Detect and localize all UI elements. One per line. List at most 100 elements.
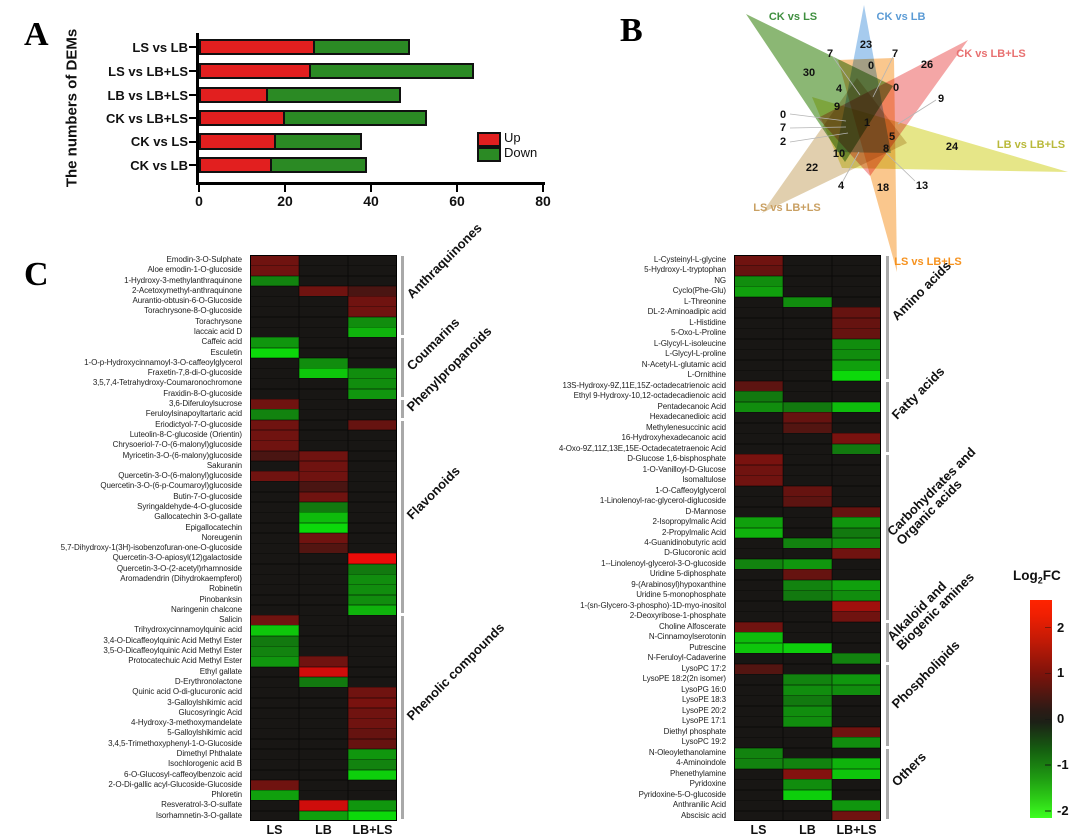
heatmap-cell xyxy=(299,337,348,349)
heatmap-row-label: 16-Hydroxyhexadecanoic acid xyxy=(621,433,727,443)
heatmap-cell xyxy=(299,275,348,287)
heatmap-cell xyxy=(832,422,881,434)
heatmap-cell xyxy=(832,433,881,445)
heatmap-cell xyxy=(734,663,783,675)
heatmap-cell xyxy=(299,296,348,307)
heatmap-row-label: Naringenin chalcone xyxy=(170,604,242,614)
heatmap-cell xyxy=(250,409,299,421)
heatmap-cell xyxy=(734,338,783,350)
heatmap-cell xyxy=(783,747,832,759)
heatmap-cell xyxy=(299,532,348,544)
heatmap-cell xyxy=(832,726,881,738)
heatmap-cell xyxy=(734,569,783,581)
bar-down-segment xyxy=(270,156,367,174)
heatmap-row-label: 2-Propylmalic Acid xyxy=(661,527,726,537)
heatmap-cell xyxy=(348,285,397,297)
heatmap-cell xyxy=(832,517,881,528)
heatmap-cell xyxy=(348,255,397,266)
venn-count: 0 xyxy=(780,109,786,121)
heatmap-cell xyxy=(348,594,397,606)
heatmap-cell xyxy=(250,471,299,482)
heatmap-cell xyxy=(734,548,783,560)
heatmap-cell xyxy=(348,615,397,626)
heatmap-cell xyxy=(299,697,348,709)
heatmap-cell xyxy=(734,621,783,633)
heatmap-cell xyxy=(299,604,348,616)
heatmap-cell xyxy=(832,317,881,329)
heatmap-cell xyxy=(348,625,397,637)
heatmap-row-label: LysoPC 19:2 xyxy=(681,737,727,747)
heatmap-row-label: DL-2-Aminoadipic acid xyxy=(647,307,726,317)
venn-count-connector xyxy=(885,152,916,182)
heatmap-cell xyxy=(348,656,397,668)
bar-x-tick-label: 60 xyxy=(449,193,465,209)
heatmap-cell xyxy=(348,646,397,657)
heatmap-cell xyxy=(348,440,397,452)
bar-x-tick-label: 40 xyxy=(363,193,379,209)
heatmap-row-label: Quinic acid O-di-glucuronic acid xyxy=(132,687,242,697)
heatmap-row-label: Chrysoeriol-7-O-(6-malonyl)glucoside xyxy=(112,440,242,450)
heatmap-row-label: D-Erythronolactone xyxy=(174,676,242,686)
heatmap-row-label: 3,4,5-Trimethoxyphenyl-1-O-Glucoside xyxy=(108,738,242,748)
heatmap-cell xyxy=(783,621,832,633)
heatmap-cell xyxy=(348,522,397,534)
venn-count: 7 xyxy=(780,122,786,134)
heatmap-cell xyxy=(832,632,881,644)
heatmap-cell xyxy=(348,316,397,328)
heatmap-cell xyxy=(832,642,881,654)
heatmap-cell xyxy=(832,747,881,759)
heatmap-cell xyxy=(832,296,881,308)
bar-up-segment xyxy=(199,156,273,174)
heatmap-cell xyxy=(734,255,783,266)
heatmap-cell xyxy=(734,768,783,780)
heatmap-column-label: LB xyxy=(315,823,332,837)
venn-count: 26 xyxy=(921,59,933,71)
heatmap-cell xyxy=(299,399,348,410)
heatmap-row-label: 1-O-Vanilloyl-D-Glucose xyxy=(642,464,726,474)
heatmap-row-label: laccaic acid D xyxy=(194,327,242,337)
heatmap-row-label: Emodin-3-O-Sulphate xyxy=(166,255,243,264)
bar-up-segment xyxy=(199,86,268,104)
bar-category-label: LS vs LB+LS xyxy=(108,63,188,79)
heatmap-cell xyxy=(832,349,881,361)
heatmap-row-label: 2-O-Di-gallic acyl-Glucoside-Glucoside xyxy=(108,779,242,789)
venn-count-connector xyxy=(789,113,847,122)
bar-x-tick xyxy=(456,184,458,192)
heatmap-cell xyxy=(348,635,397,647)
heatmap-cell xyxy=(250,378,299,390)
heatmap-cell xyxy=(299,327,348,338)
heatmap-cell xyxy=(348,388,397,400)
heatmap-cell xyxy=(299,738,348,750)
heatmap-cell xyxy=(299,635,348,647)
heatmap-row-label: 3,5,7,4-Tetrahydroxy-Coumaronochromone xyxy=(92,378,242,388)
heatmap-row-label: D-Glucoronic acid xyxy=(664,548,726,558)
heatmap-cell xyxy=(250,388,299,400)
heatmap-row-label: 2-Acetoxymethyl-anthraquinone xyxy=(131,285,242,295)
heatmap-cell xyxy=(348,810,397,822)
heatmap-cell xyxy=(783,737,832,749)
heatmap-cell xyxy=(783,695,832,707)
heatmap-cell xyxy=(734,810,783,822)
heatmap-row-label: Salicin xyxy=(219,615,242,625)
heatmap-cell xyxy=(734,789,783,801)
heatmap-cell xyxy=(783,800,832,811)
heatmap-category-bracket xyxy=(886,256,889,379)
heatmap-cell xyxy=(348,666,397,678)
heatmap-cell xyxy=(250,553,299,565)
heatmap-cell xyxy=(783,642,832,654)
heatmap-cell xyxy=(832,401,881,413)
heatmap-cell xyxy=(734,779,783,791)
bar-x-axis xyxy=(196,182,545,185)
heatmap-cell xyxy=(734,705,783,717)
heatmap-cell xyxy=(299,615,348,626)
bar-down-segment xyxy=(308,62,475,80)
bar-up-segment xyxy=(199,133,277,150)
heatmap-cell xyxy=(250,440,299,452)
heatmap-cell xyxy=(299,501,348,513)
heatmap-row-label: Feruloylsinapoyltartaric acid xyxy=(145,409,242,419)
heatmap-cell xyxy=(299,687,348,698)
heatmap-cell xyxy=(832,454,881,466)
heatmap-cell xyxy=(250,450,299,462)
heatmap-category-bracket xyxy=(401,420,404,614)
